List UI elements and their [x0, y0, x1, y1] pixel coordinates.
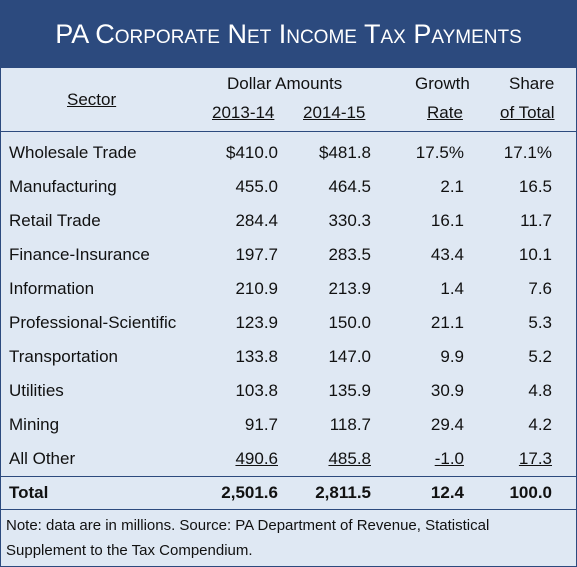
header-year: 2013-14 [212, 103, 275, 122]
cell: $410.0 [226, 143, 278, 162]
cell: 284.4 [235, 211, 278, 230]
header-growth: Growth [415, 74, 470, 93]
cell: 147.0 [328, 347, 371, 366]
header-year: 2014-15 [303, 103, 366, 122]
cell: 123.9 [235, 313, 278, 332]
cell: 17.3 [518, 449, 552, 468]
row-label: All Other [9, 449, 76, 468]
cell: 5.2 [528, 347, 552, 366]
note: Note: data are in millions. Source: PA D… [6, 517, 490, 559]
cell: 5.3 [528, 313, 552, 332]
separator [1, 509, 576, 510]
separator [1, 131, 576, 132]
cell: 10.1 [518, 245, 552, 264]
title-bar [1, 1, 576, 68]
cell: 464.5 [328, 177, 371, 196]
cell: 17.5% [415, 143, 464, 162]
cell: 9.9 [440, 347, 464, 366]
cell: 4.2 [528, 415, 552, 434]
row-label: Manufacturing [9, 177, 117, 196]
cell: 490.6 [235, 449, 278, 468]
cell: 30.9 [430, 381, 464, 400]
row-label: Information [9, 279, 95, 298]
cell: 455.0 [235, 177, 278, 196]
cell: 2,811.5 [315, 483, 371, 502]
row-label: Professional-Scientific [9, 313, 177, 332]
cell: 197.7 [235, 245, 278, 264]
cell: 43.4 [430, 245, 464, 264]
cell: 1.4 [440, 279, 464, 298]
header-dollar-amounts: Dollar Amounts [227, 74, 343, 93]
row-label: Transportation [9, 347, 118, 366]
cell: 485.8 [328, 449, 371, 468]
row-label: Total [9, 483, 49, 502]
separator [1, 476, 576, 477]
cell: 103.8 [235, 381, 278, 400]
cell: 150.0 [328, 313, 371, 332]
cell: 16.1 [430, 211, 464, 230]
header-share: Share [509, 74, 555, 93]
header-rate: Rate [427, 103, 463, 122]
cell: 330.3 [328, 211, 371, 230]
row-label: Utilities [9, 381, 64, 400]
cell: 118.7 [329, 415, 371, 434]
cell: 100.0 [509, 483, 552, 502]
cell: 2.1 [440, 177, 464, 196]
cell: 133.8 [235, 347, 278, 366]
cell: 12.4 [430, 483, 464, 502]
cell: -1.0 [434, 449, 464, 468]
header-sector: Sector [67, 90, 117, 109]
cell: 7.6 [528, 279, 552, 298]
header-of-total: of Total [500, 103, 555, 122]
cell: 29.4 [430, 415, 464, 434]
cell: 135.9 [328, 381, 371, 400]
cell: 17.1% [503, 143, 552, 162]
row-label: Finance-Insurance [9, 245, 150, 264]
cell: 91.7 [244, 415, 278, 434]
cell: 213.9 [328, 279, 371, 298]
row-label: Wholesale Trade [9, 143, 137, 162]
row-label: Mining [9, 415, 60, 434]
cell: 16.5 [518, 177, 552, 196]
cell: 283.5 [328, 245, 371, 264]
cell: 2,501.6 [221, 483, 278, 502]
cell: 11.7 [520, 211, 552, 230]
cell: $481.8 [319, 143, 371, 162]
cell: 4.8 [528, 381, 552, 400]
title: PA Corporate Net Income Tax Payments [55, 19, 522, 49]
cell: 21.1 [430, 313, 464, 332]
cell: 210.9 [235, 279, 278, 298]
row-label: Retail Trade [9, 211, 101, 230]
